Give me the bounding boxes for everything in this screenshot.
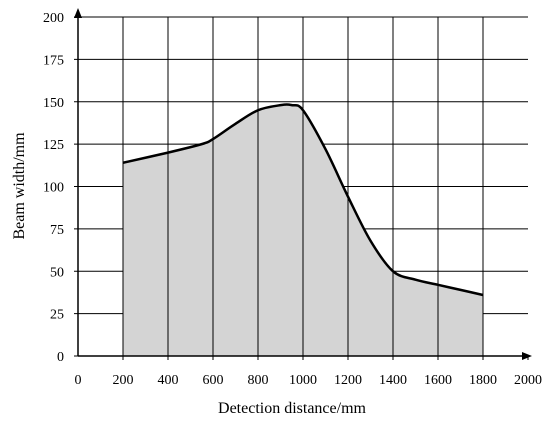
- grid-overlay: [167, 110, 439, 356]
- x-tick-label-1: 200: [113, 373, 134, 388]
- y-tick-label-8: 200: [43, 11, 64, 26]
- x-tick-label-7: 1400: [379, 373, 407, 388]
- x-tick-label-6: 1200: [334, 373, 362, 388]
- y-tick-label-4: 100: [43, 181, 64, 196]
- x-tick-label-4: 800: [248, 373, 269, 388]
- x-axis-arrow: [522, 352, 532, 360]
- y-tick-label-0: 0: [57, 350, 64, 365]
- axes: [74, 8, 532, 360]
- y-tick-label-5: 125: [43, 138, 64, 153]
- y-tick-label-7: 175: [43, 53, 64, 68]
- x-tick-label-2: 400: [158, 373, 179, 388]
- x-tick-labels: 0 200 400 600 800 1000 1200 1400 1600 1800 2000: [75, 373, 543, 388]
- x-tick-label-3: 600: [203, 373, 224, 388]
- y-axis-arrow: [74, 8, 82, 18]
- y-axis-title: Beam width/mm: [11, 132, 28, 240]
- y-tick-labels: 0 25 50 75 100 125 150 175 200: [43, 11, 64, 365]
- y-tick-label-2: 50: [50, 265, 64, 280]
- y-tick-label-1: 25: [50, 308, 64, 323]
- beam-width-line: [122, 103, 484, 297]
- x-axis-title: Detection distance/mm: [218, 400, 367, 417]
- x-tick-label-9: 1800: [469, 373, 497, 388]
- x-tick-label-0: 0: [75, 373, 82, 388]
- x-tick-label-5: 1000: [289, 373, 317, 388]
- x-tick-label-8: 1600: [424, 373, 452, 388]
- y-tick-label-3: 75: [50, 223, 64, 238]
- y-tick-label-6: 150: [43, 96, 64, 111]
- x-tick-label-10: 2000: [514, 373, 542, 388]
